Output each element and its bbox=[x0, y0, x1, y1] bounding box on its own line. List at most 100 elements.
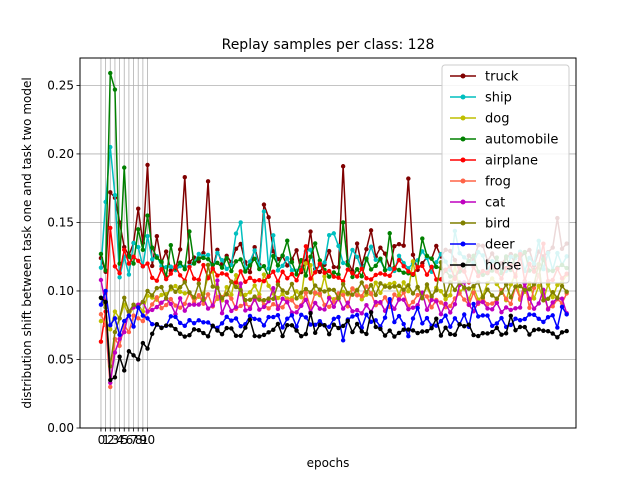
data-point-airplane bbox=[373, 272, 378, 278]
data-point-horse bbox=[434, 316, 439, 321]
data-point-cat bbox=[359, 311, 364, 316]
data-point-bird bbox=[229, 279, 234, 285]
data-point-bird bbox=[336, 295, 341, 301]
data-point-airplane bbox=[173, 264, 178, 269]
data-point-airplane bbox=[247, 275, 253, 281]
data-point-truck bbox=[252, 245, 257, 250]
data-point-dog bbox=[261, 272, 267, 277]
data-point-truck bbox=[308, 229, 313, 234]
data-point-automobile bbox=[261, 263, 267, 269]
data-point-ship bbox=[289, 268, 295, 273]
data-point-bird bbox=[424, 282, 430, 287]
data-point-cat bbox=[177, 296, 183, 301]
data-point-frog bbox=[531, 285, 537, 291]
data-point-cat bbox=[205, 306, 211, 311]
x-tick-label: 9 bbox=[140, 433, 147, 447]
data-point-frog bbox=[438, 300, 444, 305]
data-point-ship bbox=[387, 266, 392, 272]
data-point-ship bbox=[168, 264, 174, 269]
data-point-horse bbox=[238, 333, 243, 339]
data-point-horse bbox=[294, 328, 299, 333]
data-point-bird bbox=[350, 292, 355, 297]
data-point-automobile bbox=[196, 256, 201, 261]
data-point-horse bbox=[131, 353, 136, 358]
legend-label-deer: deer bbox=[485, 238, 515, 253]
data-point-truck bbox=[108, 190, 113, 195]
data-point-bird bbox=[159, 284, 164, 290]
data-point-cat bbox=[517, 305, 523, 310]
data-point-cat bbox=[438, 311, 444, 317]
data-point-truck bbox=[145, 162, 150, 168]
data-point-bird bbox=[322, 289, 327, 294]
data-point-horse bbox=[112, 375, 118, 380]
data-point-horse bbox=[452, 332, 458, 337]
data-point-frog bbox=[317, 291, 323, 296]
data-point-cat bbox=[215, 278, 220, 283]
data-point-truck bbox=[382, 251, 388, 256]
data-point-horse bbox=[457, 322, 462, 327]
data-point-frog bbox=[271, 301, 276, 307]
legend-entry-airplane: airplane bbox=[450, 154, 538, 169]
legend-marker-truck bbox=[460, 73, 466, 79]
data-point-truck bbox=[364, 246, 369, 252]
data-point-horse bbox=[285, 323, 290, 328]
data-point-ship bbox=[354, 254, 360, 260]
data-point-frog bbox=[280, 305, 285, 310]
data-point-horse bbox=[126, 349, 132, 354]
data-point-truck bbox=[266, 215, 271, 220]
data-point-cat bbox=[122, 329, 127, 335]
data-point-airplane bbox=[233, 280, 239, 285]
data-point-cat bbox=[503, 305, 509, 310]
data-point-airplane bbox=[326, 268, 332, 274]
data-point-deer bbox=[401, 321, 406, 327]
data-point-deer bbox=[350, 314, 355, 319]
data-point-automobile bbox=[336, 272, 341, 277]
legend-marker-frog bbox=[460, 178, 466, 184]
data-point-frog bbox=[136, 316, 141, 321]
data-point-deer bbox=[508, 322, 513, 328]
data-point-dog bbox=[373, 280, 378, 285]
legend-entry-bird: bird bbox=[450, 217, 510, 232]
data-point-horse bbox=[494, 325, 500, 331]
data-point-frog bbox=[177, 305, 183, 310]
data-point-dog bbox=[294, 289, 299, 294]
data-point-automobile bbox=[289, 259, 295, 265]
data-point-frog bbox=[448, 303, 453, 309]
data-point-frog bbox=[312, 290, 318, 295]
y-tick-label: 0.15 bbox=[47, 215, 74, 229]
data-point-horse bbox=[280, 333, 285, 339]
data-point-bird bbox=[238, 287, 243, 293]
data-point-automobile bbox=[154, 255, 160, 260]
data-point-deer bbox=[191, 321, 197, 326]
data-point-dog bbox=[550, 295, 555, 300]
data-point-deer bbox=[480, 313, 486, 318]
data-point-deer bbox=[308, 322, 313, 327]
data-point-deer bbox=[196, 318, 201, 323]
data-point-deer bbox=[494, 321, 500, 326]
data-point-horse bbox=[429, 325, 434, 331]
data-point-bird bbox=[275, 282, 281, 287]
data-point-ship bbox=[331, 231, 337, 236]
data-point-horse bbox=[485, 331, 490, 336]
data-point-automobile bbox=[219, 265, 225, 270]
data-point-bird bbox=[527, 287, 532, 292]
data-point-deer bbox=[285, 316, 290, 321]
data-point-deer bbox=[541, 319, 546, 325]
data-point-horse bbox=[373, 324, 378, 330]
data-point-deer bbox=[438, 319, 444, 324]
data-point-truck bbox=[406, 176, 411, 181]
data-point-horse bbox=[163, 323, 169, 328]
data-point-bird bbox=[392, 284, 397, 289]
data-point-frog bbox=[289, 298, 295, 303]
data-point-frog bbox=[98, 312, 104, 317]
data-point-frog bbox=[201, 301, 206, 306]
data-point-bird bbox=[494, 296, 500, 301]
data-point-cat bbox=[112, 350, 118, 355]
data-point-deer bbox=[275, 312, 281, 318]
data-point-airplane bbox=[126, 261, 132, 266]
data-point-cat bbox=[233, 305, 239, 310]
data-point-automobile bbox=[229, 268, 234, 274]
legend-label-dog: dog bbox=[485, 112, 509, 127]
y-tick-label: 0.00 bbox=[47, 421, 74, 435]
data-point-bird bbox=[257, 297, 262, 302]
